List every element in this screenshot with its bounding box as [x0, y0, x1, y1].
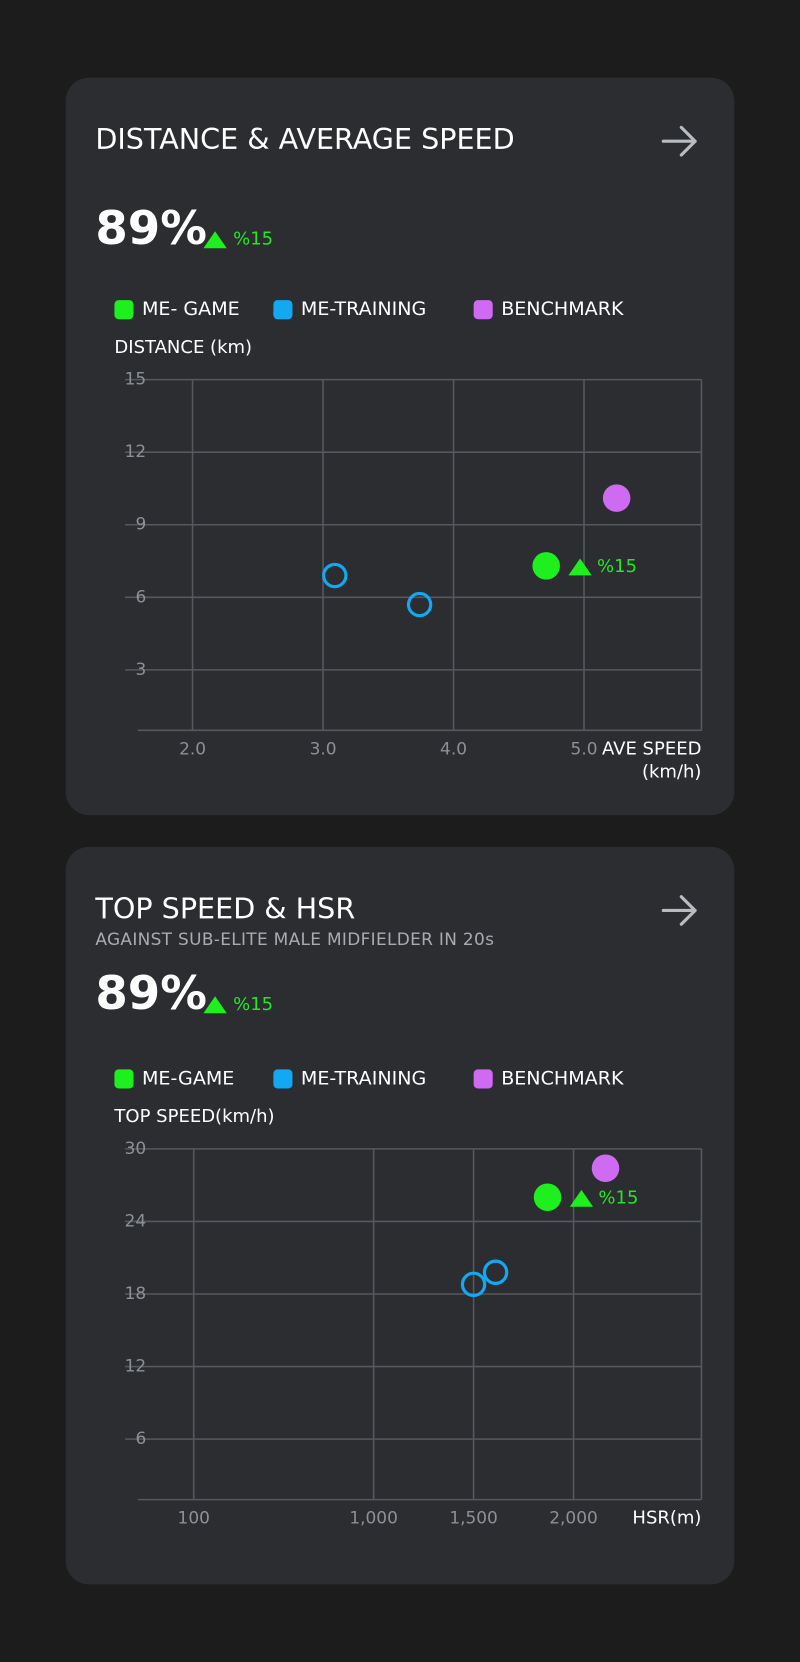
legend-label: ME- GAME [142, 298, 240, 320]
legend-swatch [273, 300, 293, 320]
y-tick-label: 30 [125, 1138, 147, 1158]
legend-swatch [114, 1069, 134, 1089]
x-tick-label: 1,500 [449, 1508, 498, 1528]
y-axis-label: TOP SPEED(km/h) [113, 1106, 274, 1127]
x-tick-label: 2,000 [549, 1508, 598, 1528]
trend-up-icon [203, 231, 227, 249]
trend-up-icon [569, 1189, 594, 1207]
legend-swatch [114, 300, 134, 320]
point-annotation: %15 [598, 1187, 638, 1208]
data-point [406, 591, 433, 618]
point-annotation: %15 [597, 556, 637, 577]
data-point [591, 1154, 620, 1183]
legend-label: BENCHMARK [501, 298, 624, 320]
x-tick-label: 5.0 [571, 738, 598, 758]
card [65, 77, 735, 816]
legend-swatch [473, 1069, 493, 1089]
legend-label: ME-TRAINING [301, 1067, 426, 1089]
x-axis-label: AVE SPEED (km/h) [602, 738, 701, 782]
x-tick-label: 4.0 [440, 738, 467, 758]
headline-change: %15 [233, 994, 273, 1015]
legend-label: BENCHMARK [501, 1067, 624, 1089]
legend-swatch [273, 1069, 293, 1089]
y-tick-label: 12 [125, 441, 147, 461]
headline-value: 89% [95, 201, 207, 255]
legend-label: ME-GAME [142, 1067, 234, 1089]
data-point [460, 1271, 487, 1298]
legend-swatch [473, 300, 493, 320]
trend-up-icon [203, 996, 227, 1014]
y-axis-label: DISTANCE (km) [114, 337, 252, 358]
y-tick-label: 12 [125, 1356, 147, 1376]
data-point [532, 552, 560, 580]
data-point [322, 562, 348, 589]
y-tick-label: 24 [125, 1210, 147, 1230]
y-tick-label: 6 [135, 586, 146, 606]
x-tick-label: 2.0 [179, 738, 206, 758]
y-tick-label: 9 [135, 514, 146, 534]
x-axis-label: HSR(m) [632, 1508, 701, 1529]
x-tick-label: 3.0 [310, 738, 337, 758]
y-tick-label: 18 [125, 1283, 147, 1303]
x-tick-label: 1,000 [349, 1508, 398, 1528]
arrow-button[interactable] [661, 125, 697, 157]
x-tick-label: 100 [178, 1508, 210, 1528]
data-point [482, 1259, 509, 1285]
headline-value: 89% [95, 966, 207, 1020]
card-title: TOP SPEED & HSR [94, 891, 355, 925]
y-tick-label: 6 [135, 1428, 146, 1448]
trend-up-icon [568, 558, 592, 576]
legend-label: ME-TRAINING [301, 298, 426, 320]
data-point [533, 1183, 562, 1212]
card-title: DISTANCE & AVERAGE SPEED [95, 122, 514, 156]
y-tick-label: 15 [125, 369, 147, 389]
y-tick-label: 3 [135, 659, 146, 679]
arrow-button[interactable] [661, 895, 697, 926]
card-subtitle: AGAINST SUB-ELITE MALE MIDFIELDER IN 20s [95, 929, 494, 949]
card [65, 846, 735, 1585]
data-point [602, 484, 631, 512]
headline-change: %15 [233, 229, 273, 250]
